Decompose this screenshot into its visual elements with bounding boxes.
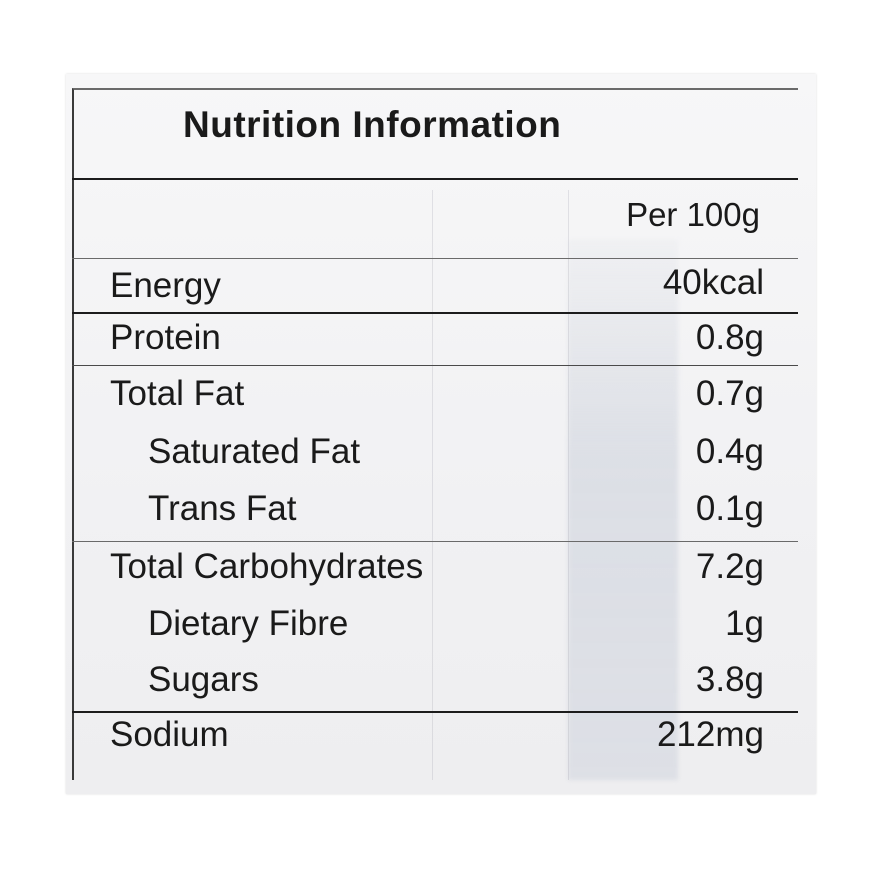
row-sodium-value: 212mg [656, 715, 764, 754]
title-divider [72, 178, 798, 180]
panel-title: Nutrition Information [183, 104, 562, 145]
row-saturated-fat-value: 0.4g [695, 432, 764, 471]
row-dietary-fibre-label: Dietary Fibre [148, 604, 349, 643]
show-through-line [568, 190, 569, 780]
row-sugars-value: 3.8g [695, 660, 764, 699]
row-divider [72, 711, 798, 713]
row-sodium-label: Sodium [110, 715, 229, 754]
row-divider [72, 365, 798, 366]
row-total-carbohydrates-value: 7.2g [695, 547, 764, 586]
row-trans-fat-value: 0.1g [695, 489, 764, 528]
label-paper [66, 74, 816, 794]
row-energy-label: Energy [110, 266, 221, 305]
row-total-fat-value: 0.7g [695, 374, 764, 413]
header-divider [72, 258, 798, 259]
row-trans-fat-label: Trans Fat [148, 489, 297, 528]
row-total-carbohydrates-label: Total Carbohydrates [110, 547, 424, 586]
row-protein-label: Protein [110, 318, 221, 357]
row-divider [72, 312, 798, 314]
row-divider [72, 541, 798, 542]
row-protein-value: 0.8g [695, 318, 764, 357]
row-saturated-fat-label: Saturated Fat [148, 432, 361, 471]
nutrition-panel [72, 88, 798, 780]
row-total-fat-label: Total Fat [110, 374, 245, 413]
column-header: Per 100g [626, 196, 760, 233]
show-through-shading [568, 240, 678, 780]
row-dietary-fibre-value: 1g [725, 604, 764, 643]
row-sugars-label: Sugars [148, 660, 259, 699]
row-energy-value: 40kcal [662, 263, 764, 302]
show-through-line [432, 190, 433, 780]
